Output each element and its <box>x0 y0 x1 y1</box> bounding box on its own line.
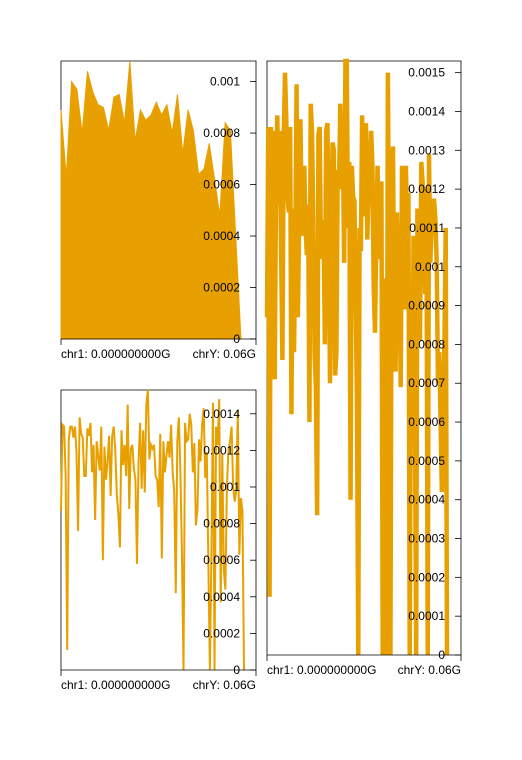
y-tick-label: 0.0002 <box>203 626 240 640</box>
series-line <box>60 389 245 671</box>
y-tick-label: 0 <box>438 648 445 662</box>
y-tick-label: 0.0006 <box>203 178 240 192</box>
y-tick-label: 0.0003 <box>408 532 445 546</box>
y-tick-label: 0.001 <box>415 260 445 274</box>
y-tick-label: 0.0004 <box>203 229 240 243</box>
y-tick-label: 0.0004 <box>408 493 445 507</box>
x-tick-label: chrY: 0.06G <box>193 678 256 692</box>
y-tick-label: 0.0007 <box>408 376 445 390</box>
x-tick-label: chr1: 0.000000000G <box>267 663 376 677</box>
y-tick-label: 0.0008 <box>203 517 240 531</box>
y-tick-label: 0.0012 <box>203 443 240 457</box>
x-tick-label: chrY: 0.06G <box>398 663 461 677</box>
x-tick-label: chr1: 0.000000000G <box>61 347 170 361</box>
series-line <box>264 58 450 656</box>
y-tick-label: 0.0012 <box>408 182 445 196</box>
series-area <box>60 60 242 340</box>
y-tick-label: 0.0002 <box>203 281 240 295</box>
chart-panel-right: 0.0015 0.0014 0.0013 0.0012 0.0011 0.001 0.000… <box>264 58 462 677</box>
y-tick-label: 0.0008 <box>408 337 445 351</box>
plot-frame <box>60 389 257 670</box>
y-tick-label: 0.0011 <box>409 221 445 235</box>
y-tick-label: 0.0014 <box>203 407 240 421</box>
x-tick-label: chrY: 0.06G <box>193 347 256 361</box>
y-tick-label: 0.0015 <box>408 66 445 80</box>
y-tick-label: 0.001 <box>210 75 240 89</box>
y-tick-label: 0.0009 <box>408 299 445 313</box>
y-tick-label: 0.0005 <box>408 454 445 468</box>
y-tick-label: 0 <box>233 663 240 677</box>
chart-panel-top-left: 0.001 0.0008 0.0006 0.0004 0.0002 0 chr1: 0.00… <box>60 60 257 361</box>
y-tick-label: 0.0013 <box>408 143 445 157</box>
chart-panel-bottom-left: 0.0014 0.0012 0.001 0.0008 0.0006 0.0004 0.000… <box>60 389 257 692</box>
y-tick-label: 0.0002 <box>408 570 445 584</box>
y-tick-label: 0.001 <box>210 480 240 494</box>
y-tick-label: 0.0008 <box>203 126 240 140</box>
y-tick-label: 0.0006 <box>408 415 445 429</box>
y-tick-label: 0.0006 <box>203 553 240 567</box>
x-tick-label: chr1: 0.000000000G <box>61 678 170 692</box>
y-tick-label: 0.0014 <box>408 104 445 118</box>
y-tick-label: 0.0001 <box>408 609 445 623</box>
y-tick-label: 0 <box>233 332 240 346</box>
y-tick-label: 0.0004 <box>203 590 240 604</box>
